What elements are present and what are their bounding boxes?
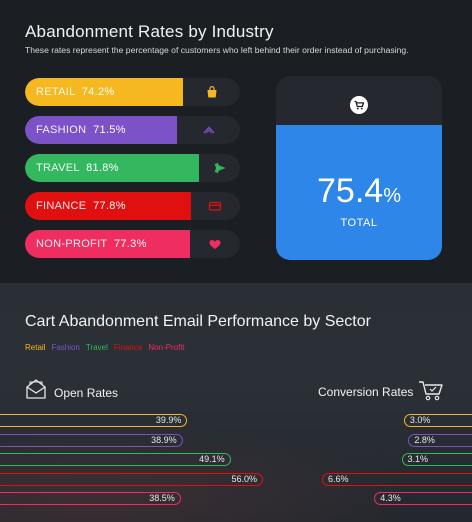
chart-subtitle: These rates represent the percentage of … xyxy=(25,45,409,55)
shopping-bag-icon xyxy=(205,85,219,99)
open-rate-label: 56.0% xyxy=(231,473,257,484)
legend-item: Fashion xyxy=(51,343,80,352)
industry-bar xyxy=(25,78,183,106)
conversion-rate-bar xyxy=(374,492,472,505)
industry-value-label: 77.8% xyxy=(86,200,126,212)
conversion-rate-label: 2.8% xyxy=(414,434,435,445)
industry-bar-row: TRAVEL 81.8% xyxy=(25,154,240,182)
open-rate-bar xyxy=(0,472,263,486)
industry-bar-row: NON-PROFIT 77.3% xyxy=(25,230,240,258)
industry-bar-row: RETAIL 74.2% xyxy=(25,78,240,106)
total-fill xyxy=(276,125,442,260)
industry-bar-label: NON-PROFIT 77.3% xyxy=(36,238,147,250)
industry-category-label: NON-PROFIT xyxy=(36,238,108,250)
conversion-rates-label: Conversion Rates xyxy=(318,385,414,399)
conversion-rate-label: 3.1% xyxy=(407,454,429,464)
open-rate-label: 38.9% xyxy=(151,434,177,445)
conversion-rate-bar xyxy=(408,433,472,447)
conversion-rate-bar xyxy=(403,414,472,427)
total-value: 75.4% xyxy=(317,172,401,210)
industry-section: Abandonment Rates by Industry These rate… xyxy=(25,22,442,260)
heart-icon xyxy=(208,237,222,251)
industry-bar-label: FASHION 71.5% xyxy=(36,124,126,136)
airplane-icon xyxy=(213,161,227,175)
conversion-rate-label: 3.0% xyxy=(409,415,431,425)
industry-bar-label: TRAVEL 81.8% xyxy=(36,162,119,174)
industry-bar xyxy=(25,154,200,182)
industry-value-label: 81.8% xyxy=(79,162,119,174)
credit-card-icon xyxy=(208,199,222,213)
industry-bar xyxy=(25,192,191,220)
industry-value-label: 71.5% xyxy=(86,124,126,136)
industry-category-label: FINANCE xyxy=(36,200,87,212)
industry-bar-row: FASHION 71.5% xyxy=(25,116,240,144)
chart-title: Abandonment Rates by Industry xyxy=(25,22,274,41)
industry-bar-row: FINANCE 77.8% xyxy=(25,192,240,220)
fashion-chevron-icon xyxy=(202,123,216,137)
conversion-rate-label: 4.3% xyxy=(380,493,401,503)
email-performance-section xyxy=(0,283,472,522)
total-label: TOTAL xyxy=(340,217,378,229)
legend-item: Retail xyxy=(25,343,46,352)
legend-item: Non-Profit xyxy=(148,343,185,352)
industry-value-label: 74.2% xyxy=(75,86,115,98)
industry-bar-label: RETAIL 74.2% xyxy=(36,86,115,98)
industry-bar-label: FINANCE 77.8% xyxy=(36,200,126,212)
legend: Retail Fashion Travel Finance Non-Profit xyxy=(25,343,190,352)
conversion-rate-bar xyxy=(401,453,472,466)
industry-category-label: RETAIL xyxy=(36,86,76,98)
industry-value-label: 77.3% xyxy=(107,238,147,250)
shopping-cart-icon xyxy=(350,96,368,114)
open-rates-label: Open Rates xyxy=(54,386,119,400)
industry-category-label: FASHION xyxy=(36,124,87,136)
legend-item: Finance xyxy=(113,343,143,352)
conversion-rate-label: 6.6% xyxy=(328,473,349,484)
open-rate-bar xyxy=(0,453,231,466)
open-rate-label: 49.1% xyxy=(199,454,225,464)
shopping-cart-icon xyxy=(418,380,444,402)
industry-bar xyxy=(25,116,178,144)
envelope-icon xyxy=(25,378,47,400)
conversion-rate-bar xyxy=(322,472,472,486)
open-rate-bar xyxy=(0,414,188,427)
open-rate-label: 39.9% xyxy=(155,415,182,425)
total-card: 75.4% TOTAL xyxy=(276,76,442,260)
open-rate-bar xyxy=(0,492,181,505)
open-rate-bar xyxy=(0,433,183,447)
open-rate-label: 38.5% xyxy=(149,493,175,503)
chart-title-2: Cart Abandonment Email Performance by Se… xyxy=(25,313,371,330)
industry-bar xyxy=(25,230,190,258)
industry-category-label: TRAVEL xyxy=(36,162,80,174)
legend-item: Travel xyxy=(85,343,108,352)
